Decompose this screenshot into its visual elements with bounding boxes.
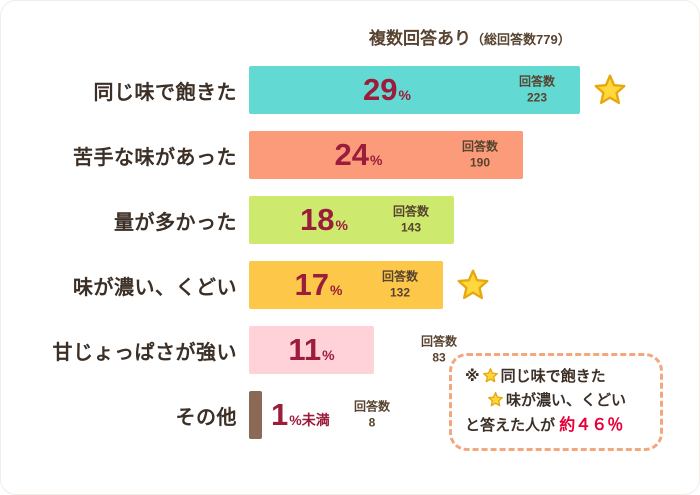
bar-row: 味が濃い、くどい 17% 回答数 132	[1, 261, 699, 309]
bar	[249, 261, 443, 309]
bar-label: 同じ味で飽きた	[93, 81, 237, 104]
percent-value: 24	[334, 137, 370, 172]
bar-chart: 同じ味で飽きた 29% 回答数 223 苦手な味があった 24% 回答数 190	[1, 66, 699, 439]
percent-value: 17	[294, 267, 330, 302]
bar-row: 甘じょっぱさが強い 11% 回答数 83	[1, 326, 699, 374]
count-value: 223	[526, 90, 548, 104]
bar-area: 11% 回答数 83	[249, 326, 699, 374]
bar-percent: 18%	[249, 202, 399, 238]
bar-count: 回答数 143	[376, 204, 446, 235]
chart-title: 複数回答あり（総回答数779）	[369, 27, 699, 52]
bar	[249, 391, 262, 439]
bar-label: 苦手な味があった	[73, 146, 237, 169]
percent-unit: %	[398, 87, 411, 103]
bar-label: 量が多かった	[114, 211, 237, 234]
percent-unit: %	[322, 347, 335, 363]
bar-area: 17% 回答数 132	[249, 261, 699, 309]
multiple-answers-label: 複数回答あり	[369, 29, 471, 48]
count-label: 回答数	[353, 399, 390, 414]
percent-value: 11	[288, 332, 322, 367]
star-icon	[488, 392, 503, 407]
bar	[249, 196, 454, 244]
count-label: 回答数	[461, 139, 498, 154]
count-value: 83	[432, 350, 446, 364]
star-icon	[457, 269, 489, 300]
percent-value: 18	[300, 202, 335, 237]
bar-area: 29% 回答数 223	[249, 66, 699, 114]
bar-row: 同じ味で飽きた 29% 回答数 223	[1, 66, 699, 114]
star-icon	[482, 368, 498, 383]
bar-area: 1%未満 回答数 8	[249, 391, 699, 439]
bar-percent: 1%未満	[271, 397, 330, 433]
bar-row: 苦手な味があった 24% 回答数 190	[1, 131, 699, 179]
count-value: 8	[368, 415, 376, 429]
bar-percent: 11%	[249, 332, 374, 368]
count-label: 回答数	[518, 74, 555, 89]
note-item-1: 同じ味で飽きた	[500, 368, 606, 385]
bar-count: 回答数 223	[502, 74, 572, 105]
count-label: 回答数	[392, 204, 429, 219]
percent-unit: %	[335, 217, 348, 233]
note-line-3: と答えた人が 約４６％	[465, 413, 647, 439]
bar-row: 量が多かった 18% 回答数 143	[1, 196, 699, 244]
percent-unit: %未満	[289, 412, 330, 428]
count-label: 回答数	[381, 269, 418, 284]
count-value: 143	[400, 220, 422, 234]
bar-percent: 17%	[249, 267, 388, 303]
bar-count: 回答数 190	[445, 139, 515, 170]
bar	[249, 131, 523, 179]
bar-percent: 29%	[249, 72, 525, 108]
bar-label: その他	[175, 406, 237, 429]
note-line-1: ※ 同じ味で飽きた	[465, 365, 647, 389]
bar-percent: 24%	[249, 137, 468, 173]
bar-row: その他 1%未満 回答数 8	[1, 391, 699, 439]
bar	[249, 66, 580, 114]
count-value: 190	[469, 155, 491, 169]
percent-unit: %	[330, 282, 343, 298]
bar-count: 回答数 83	[404, 334, 474, 365]
count-value: 132	[389, 285, 411, 299]
note-highlight: 約４６％	[559, 417, 624, 434]
bar-area: 18% 回答数 143	[249, 196, 699, 244]
bar-count: 回答数 132	[365, 269, 435, 300]
total-responses-label: （総回答数779）	[471, 32, 571, 47]
note-item-2: 味が濃い、くどい	[506, 392, 627, 409]
note-line-2: 味が濃い、くどい	[465, 389, 647, 413]
note-asterisk: ※	[465, 368, 480, 385]
bar-label: 甘じょっぱさが強い	[52, 341, 237, 364]
bar	[249, 326, 374, 374]
percent-value: 29	[363, 72, 398, 107]
percent-unit: %	[370, 152, 383, 168]
annotation-box: ※ 同じ味で飽きた 味が濃い、くどい と答えた人が 約４６％	[449, 353, 663, 451]
note-suffix: と答えた人が	[465, 417, 556, 434]
bar-label: 味が濃い、くどい	[73, 276, 237, 299]
star-icon	[594, 74, 626, 105]
percent-value: 1	[271, 397, 289, 432]
bar-area: 24% 回答数 190	[249, 131, 699, 179]
bar-count: 回答数 8	[337, 399, 407, 430]
count-label: 回答数	[420, 334, 457, 349]
